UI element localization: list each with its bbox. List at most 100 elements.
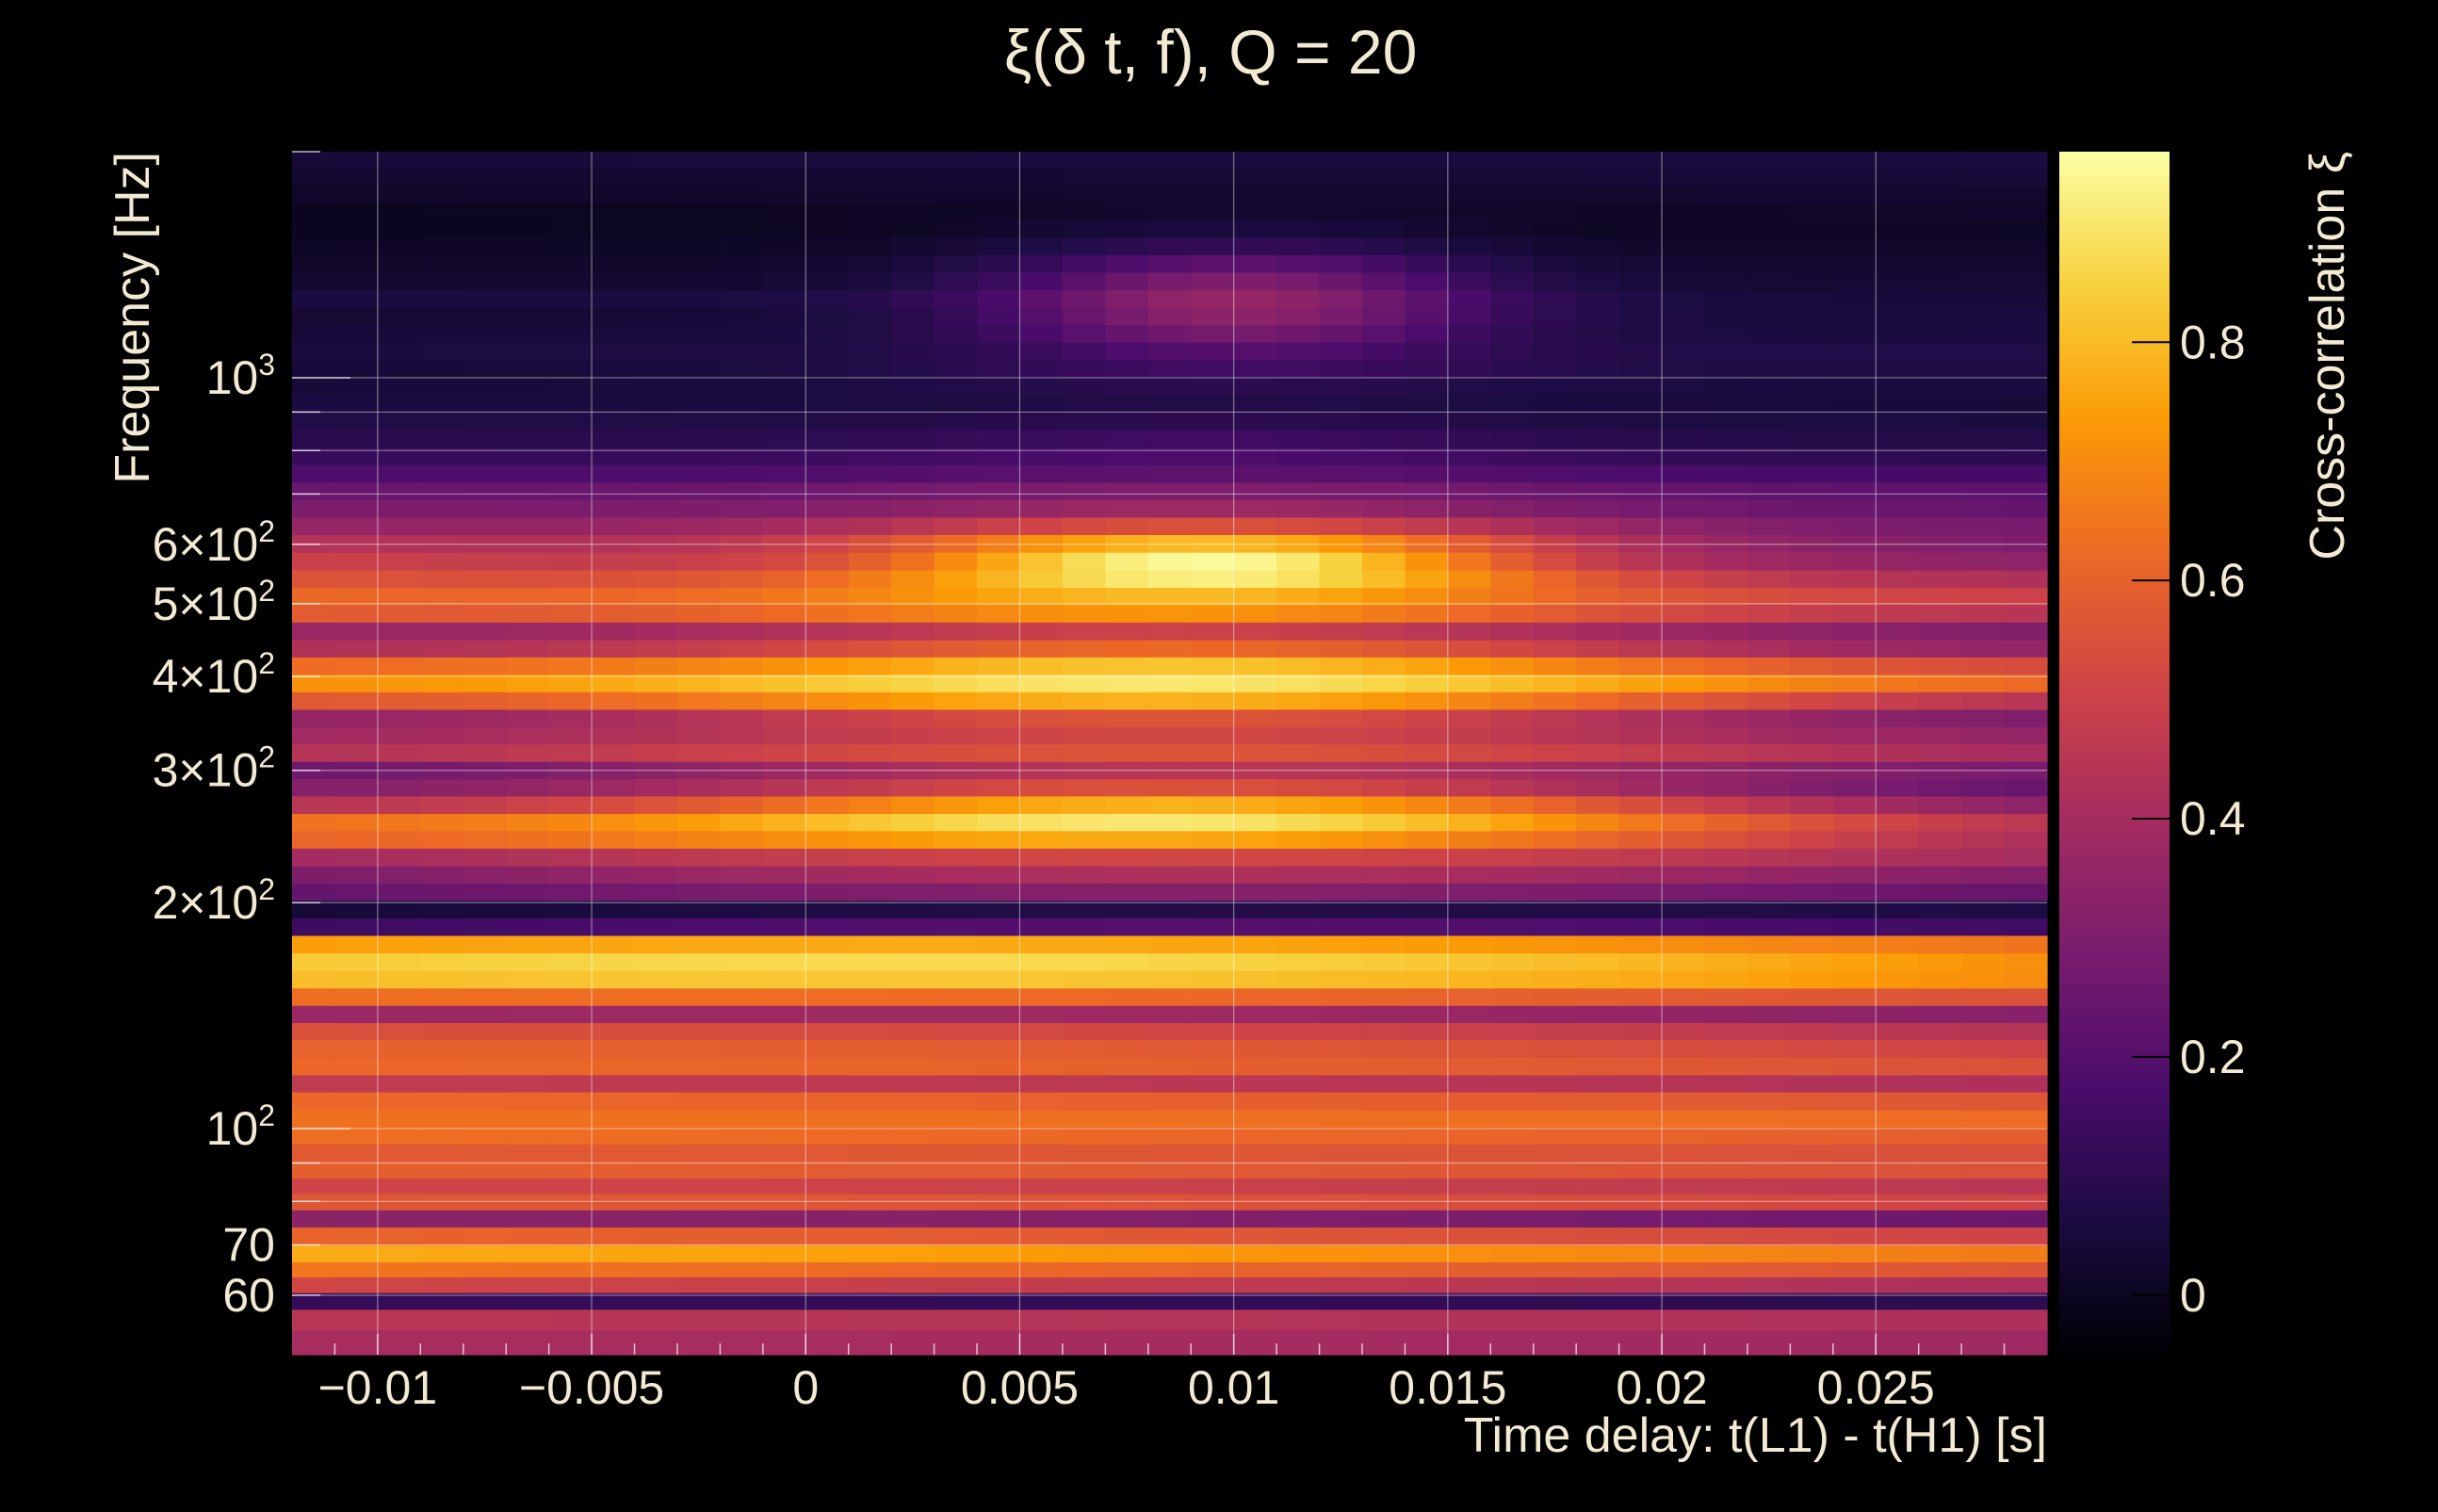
heatmap-cell <box>1062 1091 1106 1111</box>
heatmap-cell <box>1019 640 1064 658</box>
heatmap-cell <box>1447 778 1491 797</box>
heatmap-cell <box>1790 726 1834 745</box>
heatmap-cell <box>1105 743 1149 762</box>
colorbar-segment <box>2059 579 2170 589</box>
heatmap-cell <box>592 569 636 589</box>
heatmap-cell <box>1747 604 1791 623</box>
heatmap-cell <box>463 622 507 641</box>
heatmap-cell <box>1832 552 1877 571</box>
heatmap-cell <box>1191 306 1235 326</box>
heatmap-cell <box>334 1144 379 1162</box>
heatmap-cell <box>1918 883 1962 902</box>
heatmap-cell <box>1704 289 1748 308</box>
heatmap-cell <box>506 430 550 448</box>
heatmap-cell <box>1747 708 1791 728</box>
heatmap-cell <box>1405 236 1449 255</box>
heatmap-cell <box>1876 1210 1920 1228</box>
heatmap-cell <box>1105 1178 1149 1195</box>
heatmap-cell <box>1319 167 1363 186</box>
heatmap-cell <box>377 1276 421 1293</box>
heatmap-cell <box>292 254 336 273</box>
heatmap-cell <box>1276 430 1321 448</box>
heatmap-cell <box>292 743 336 762</box>
heatmap-cell <box>1747 569 1791 589</box>
heatmap-cell <box>1062 271 1106 290</box>
heatmap-cell <box>548 464 593 483</box>
heatmap-cell <box>1576 342 1620 361</box>
heatmap-cell <box>762 152 806 168</box>
colorbar-segment <box>2059 460 2170 469</box>
heatmap-cell <box>1747 970 1791 989</box>
heatmap-cell <box>1276 271 1321 290</box>
heatmap-cell <box>1704 534 1748 553</box>
heatmap-cell <box>848 1210 892 1228</box>
heatmap-cell <box>1490 657 1535 675</box>
heatmap-cell <box>548 1193 593 1211</box>
heatmap-cell <box>1147 447 1192 465</box>
heatmap-cell <box>634 935 678 954</box>
heatmap-cell <box>1576 657 1620 675</box>
heatmap-cell <box>1876 1110 1920 1129</box>
heatmap-cell <box>1147 1022 1192 1040</box>
heatmap-cell <box>1019 412 1064 431</box>
colorbar-segment <box>2059 805 2170 815</box>
heatmap-cell <box>506 883 550 902</box>
heatmap-cell <box>1832 306 1877 326</box>
heatmap-cell <box>592 604 636 623</box>
heatmap-cell <box>1361 848 1406 867</box>
heatmap-cell <box>1062 184 1106 203</box>
heatmap-cell <box>634 830 678 849</box>
heatmap-cell <box>1361 236 1406 255</box>
heatmap-cell <box>934 865 978 884</box>
heatmap-cell <box>1918 1022 1962 1040</box>
heatmap-cell <box>805 987 850 1006</box>
heatmap-cell <box>1447 1227 1491 1246</box>
heatmap-cell <box>1062 674 1106 692</box>
heatmap-cell <box>2004 219 2048 238</box>
heatmap-cell <box>548 552 593 571</box>
heatmap-cell <box>1062 1244 1106 1262</box>
heatmap-cell <box>2004 412 2048 431</box>
heatmap-cell <box>1447 324 1491 343</box>
heatmap-cell <box>506 1329 550 1356</box>
heatmap-cell <box>1918 743 1962 762</box>
heatmap-cell <box>1276 499 1321 518</box>
heatmap-cell <box>1447 726 1491 745</box>
heatmap-cell <box>1747 412 1791 431</box>
heatmap-cell <box>1147 778 1192 797</box>
heatmap-cell <box>1319 1022 1363 1040</box>
heatmap-cell <box>848 152 892 168</box>
heatmap-cell <box>1790 219 1834 238</box>
heatmap-cell <box>1490 1193 1535 1211</box>
heatmap-cell <box>1019 1178 1064 1195</box>
heatmap-cell <box>1447 271 1491 290</box>
heatmap-cell <box>1961 271 2006 290</box>
heatmap-cell <box>1618 813 1663 832</box>
heatmap-cell <box>1618 1329 1663 1356</box>
heatmap-cell <box>1747 202 1791 220</box>
heatmap-cell <box>1191 778 1235 797</box>
heatmap-cell <box>1105 219 1149 238</box>
heatmap-cell <box>805 306 850 326</box>
heatmap-cell <box>1747 534 1791 553</box>
heatmap-cell <box>1618 236 1663 255</box>
heatmap-cell <box>1961 1193 2006 1211</box>
heatmap-cell <box>1704 987 1748 1006</box>
heatmap-cell <box>1662 813 1706 832</box>
heatmap-cell <box>634 202 678 220</box>
heatmap-cell <box>1618 569 1663 589</box>
heatmap-cell <box>720 1261 764 1277</box>
heatmap-cell <box>934 447 978 465</box>
heatmap-cell <box>848 795 892 815</box>
heatmap-cell <box>1191 447 1235 465</box>
heatmap-cell <box>1191 1293 1235 1310</box>
heatmap-cell <box>1447 152 1491 168</box>
heatmap-cell <box>1576 935 1620 954</box>
heatmap-cell <box>762 464 806 483</box>
heatmap-cell <box>1704 1127 1748 1145</box>
heatmap-cell <box>1790 359 1834 378</box>
heatmap-cell <box>1105 342 1149 361</box>
heatmap-cell <box>2004 640 2048 658</box>
heatmap-cell <box>1662 1276 1706 1293</box>
heatmap-cell <box>1618 708 1663 728</box>
